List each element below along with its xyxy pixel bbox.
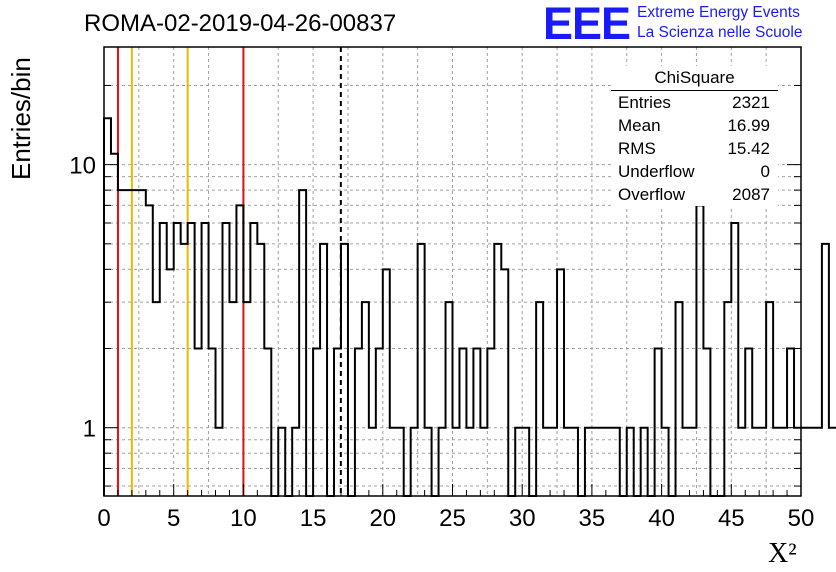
y-axis-label: Entries/bin — [6, 57, 36, 180]
stats-value: 2087 — [732, 185, 770, 204]
x-tick-label: 20 — [369, 505, 396, 532]
x-tick-label: 50 — [788, 505, 815, 532]
x-tick-label: 5 — [167, 505, 180, 532]
x-tick-label: 45 — [718, 505, 745, 532]
stats-label: Overflow — [618, 185, 686, 204]
stats-value: 15.42 — [727, 139, 770, 158]
stats-row-underflow: Underflow 0 — [611, 160, 778, 183]
logo-line-1: Extreme Energy Events — [637, 4, 800, 21]
x-tick-label: 35 — [579, 505, 606, 532]
x-axis-label: X² — [768, 538, 797, 569]
stats-value: 0 — [760, 162, 770, 181]
run-title: ROMA-02-2019-04-26-00837 — [84, 10, 397, 37]
y-tick-label: 1 — [83, 416, 96, 443]
logo-line-2: La Scienza nelle Scuole — [637, 24, 803, 41]
stats-label: Entries — [618, 93, 671, 112]
stats-value: 16.99 — [727, 116, 770, 135]
eee-logo: EEE Extreme Energy Events La Scienza nel… — [543, 0, 833, 49]
x-tick-label: 25 — [439, 505, 466, 532]
x-tick-label: 0 — [97, 505, 110, 532]
stats-label: Underflow — [618, 162, 695, 181]
stats-label: Mean — [618, 116, 661, 135]
tick-labels: 0 5 10 15 20 25 30 35 40 45 50 1 10 — [69, 153, 814, 532]
eee-logo-mark: EEE — [543, 0, 631, 49]
x-tick-label: 30 — [509, 505, 536, 532]
stats-row-rms: RMS 15.42 — [611, 137, 778, 160]
x-tick-label: 15 — [300, 505, 327, 532]
stats-row-entries: Entries 2321 — [611, 91, 778, 114]
histogram-steps — [103, 117, 836, 497]
axis-ticks — [103, 84, 802, 496]
x-tick-label: 40 — [648, 505, 675, 532]
stats-value: 2321 — [732, 93, 770, 112]
stats-row-mean: Mean 16.99 — [611, 114, 778, 137]
stats-label: RMS — [618, 139, 656, 158]
x-tick-label: 10 — [230, 505, 257, 532]
stats-box: ChiSquare Entries 2321 Mean 16.99 RMS 15… — [611, 66, 778, 206]
stats-row-overflow: Overflow 2087 — [611, 183, 778, 206]
y-tick-label: 10 — [69, 153, 96, 180]
stats-title: ChiSquare — [611, 66, 778, 91]
